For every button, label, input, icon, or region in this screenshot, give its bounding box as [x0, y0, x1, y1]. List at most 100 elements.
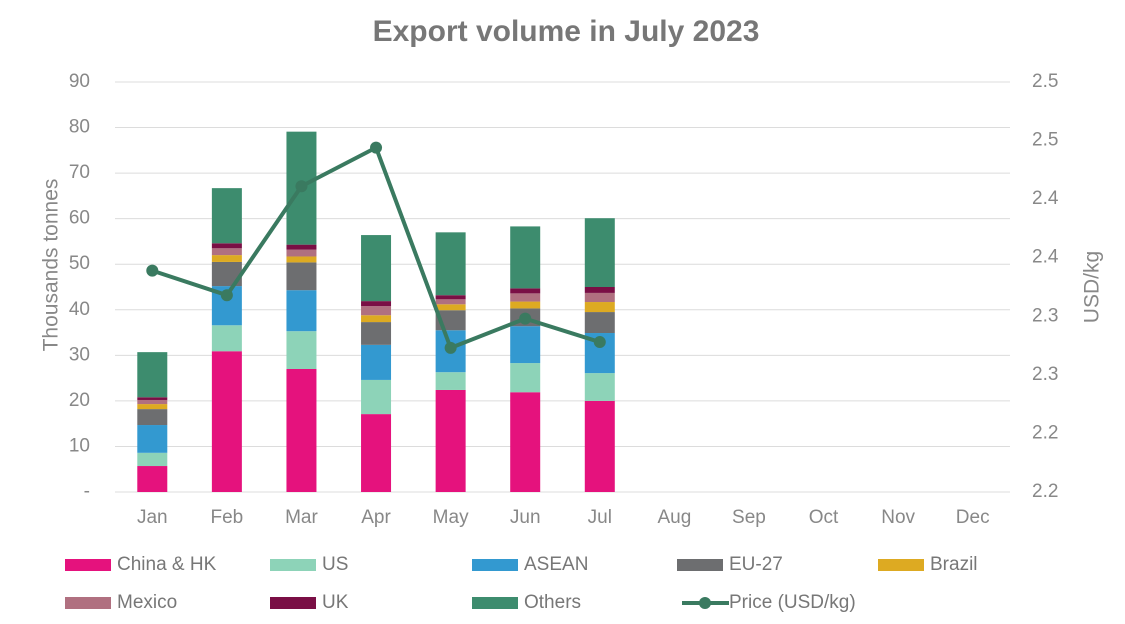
bar-segment	[137, 397, 168, 400]
bar-segment	[137, 466, 168, 492]
bar-segment	[137, 399, 168, 405]
x-tick-label: Oct	[809, 507, 839, 528]
legend-label: ASEAN	[524, 554, 588, 575]
legend-marker	[699, 597, 711, 609]
bar-segment	[584, 292, 615, 303]
y2-tick-label: 2.3	[1032, 305, 1058, 326]
x-tick-label: Aug	[657, 507, 691, 528]
bar-segment	[510, 392, 541, 492]
x-tick-label: Apr	[361, 507, 391, 528]
legend-label: Price (USD/kg)	[729, 592, 856, 613]
y-tick-label: 80	[69, 117, 90, 138]
y2-tick-label: 2.5	[1032, 71, 1058, 92]
price-marker	[220, 289, 233, 302]
bar-segment	[584, 312, 615, 334]
y2-tick-label: 2.5	[1032, 130, 1058, 151]
bar-segment	[211, 248, 242, 256]
y-tick-label: 40	[69, 299, 90, 320]
price-marker	[370, 141, 383, 154]
bar-segment	[510, 301, 541, 309]
bar-segment	[286, 249, 317, 257]
bar-segment	[137, 352, 168, 398]
bar-segment	[361, 414, 392, 492]
x-tick-label: Nov	[881, 507, 915, 528]
bar-segment	[584, 287, 615, 293]
bar-segment	[286, 256, 317, 263]
y2-tick-label: 2.2	[1032, 481, 1058, 502]
bar-segment	[435, 232, 466, 296]
y-tick-label: 30	[69, 344, 90, 365]
legend-label: Brazil	[930, 554, 978, 575]
bar-segment	[584, 373, 615, 401]
bar-segment	[211, 243, 242, 249]
legend-label: Others	[524, 592, 581, 613]
bar-segment	[211, 255, 242, 262]
legend-label: China & HK	[117, 554, 217, 575]
bar-segment	[361, 235, 392, 302]
bar-segment	[584, 400, 615, 492]
bar-segment	[435, 299, 466, 305]
legend-swatch	[677, 559, 723, 571]
legend-swatch	[878, 559, 924, 571]
bar-segment	[211, 188, 242, 244]
bar-segment	[510, 326, 541, 364]
y2-tick-label: 2.4	[1032, 188, 1059, 209]
bar-segment	[137, 452, 168, 467]
bar-segment	[510, 363, 541, 393]
bar-segment	[286, 262, 317, 291]
y-tick-label: 20	[69, 390, 90, 411]
legend-swatch	[472, 597, 518, 609]
bar-segment	[286, 244, 317, 250]
bar-segment	[361, 379, 392, 415]
bar-segment	[361, 306, 392, 316]
bar-segment	[361, 315, 392, 323]
x-tick-label: Mar	[285, 507, 318, 528]
bar-segment	[510, 288, 541, 294]
bar-segment	[211, 351, 242, 492]
bar-segment	[137, 409, 168, 426]
y2-axis-title: USD/kg	[1081, 251, 1104, 323]
bar-segment	[137, 425, 168, 453]
y-tick-label: 70	[69, 162, 90, 183]
price-marker	[295, 180, 308, 193]
bar-segment	[584, 218, 615, 287]
legend-label: US	[322, 554, 348, 575]
bar-segment	[211, 325, 242, 352]
price-marker	[593, 336, 606, 349]
bar-segment	[361, 344, 392, 380]
price-marker	[444, 341, 457, 354]
bar-segment	[361, 322, 392, 345]
legend-label: UK	[322, 592, 349, 613]
x-tick-label: Jan	[137, 507, 168, 528]
price-marker	[519, 312, 532, 325]
bar-segment	[435, 372, 466, 390]
legend-label: Mexico	[117, 592, 177, 613]
x-tick-label: Dec	[956, 507, 990, 528]
bar-segment	[435, 295, 466, 300]
x-tick-label: May	[433, 507, 469, 528]
bar-segment	[510, 293, 541, 302]
y-axis-title: Thousands tonnes	[40, 179, 63, 352]
bar-segment	[510, 226, 541, 289]
bar-segment	[435, 304, 466, 311]
x-tick-label: Jul	[588, 507, 612, 528]
bar-segment	[286, 369, 317, 492]
legend-swatch	[270, 559, 316, 571]
x-tick-label: Feb	[211, 507, 244, 528]
bar-segment	[361, 301, 392, 307]
bar-segment	[286, 331, 317, 369]
chart-title: Export volume in July 2023	[373, 15, 760, 48]
legend-swatch	[472, 559, 518, 571]
y-tick-label: 10	[69, 435, 90, 456]
legend-label: EU-27	[729, 554, 783, 575]
y-tick-label: 50	[69, 253, 90, 274]
y2-tick-label: 2.3	[1032, 364, 1058, 385]
price-marker	[146, 264, 159, 277]
legend-swatch	[65, 597, 111, 609]
bar-segment	[435, 389, 466, 492]
x-tick-label: Jun	[510, 507, 541, 528]
y-tick-label: -	[84, 481, 90, 502]
bar-segment	[137, 404, 168, 410]
legend-swatch	[270, 597, 316, 609]
